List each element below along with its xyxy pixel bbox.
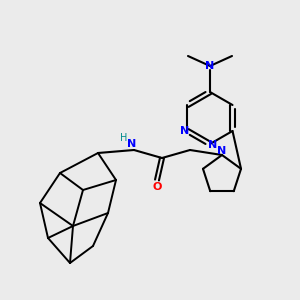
Text: N: N: [208, 140, 217, 150]
Text: H: H: [120, 133, 128, 143]
Text: N: N: [180, 126, 189, 136]
Text: O: O: [152, 182, 162, 192]
Text: N: N: [128, 139, 136, 149]
Text: N: N: [218, 146, 226, 156]
Text: N: N: [206, 61, 214, 71]
